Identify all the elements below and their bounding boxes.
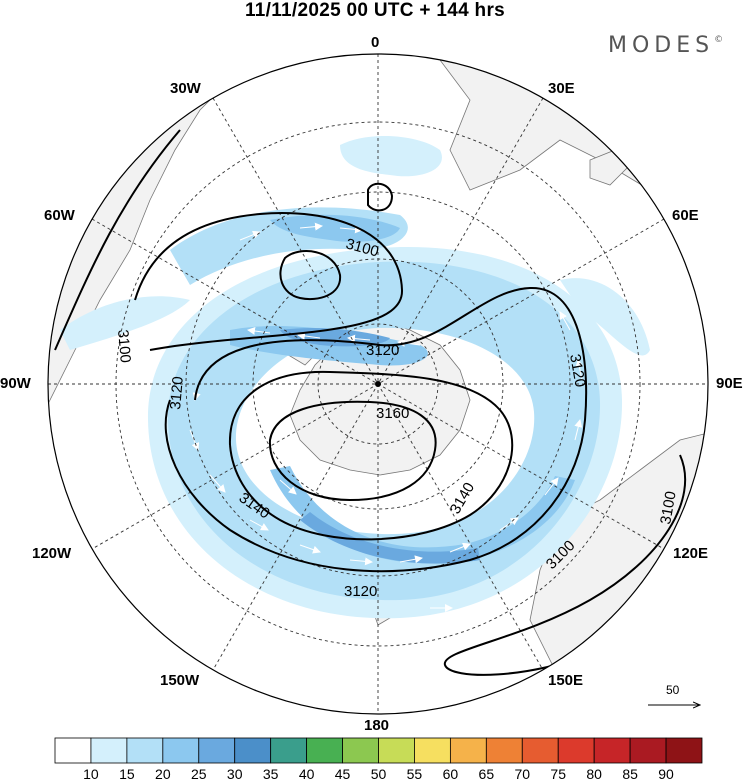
wind-vector [329,504,353,514]
colorbar-box [234,737,272,764]
longitude-label-60w: 60W [44,207,75,224]
contour-3100-north [134,212,404,351]
colorbar-tick-label: 40 [298,766,315,782]
colorbar-tick-label: 10 [83,766,99,782]
colorbar-tick-label: 15 [119,766,135,782]
wind-vector [399,555,423,564]
colorbar-tick-label: 50 [370,766,387,782]
colorbar-box [629,737,667,764]
colorbar-box [557,737,595,764]
colorbar-box [54,737,92,764]
longitude-label-90e: 90E [716,375,743,392]
colorbar-box [270,737,308,764]
contour-3120-main [164,286,588,573]
contour-label: 3100 [114,329,134,364]
colorbar-box [665,737,703,764]
colorbar-box [485,737,523,764]
wind-streak-east [560,278,650,356]
contour-3140 [228,370,514,541]
colorbar-tick-label: 65 [478,766,495,782]
reference-vector-label: 50 [666,683,680,697]
wind-vector [544,477,559,496]
longitude-label-90w: 90W [0,375,31,392]
colorbar-tick-label: 20 [155,766,171,782]
wind-vector [349,557,373,566]
colorbar-tick-label: 45 [334,766,351,782]
wind-vector [489,602,513,611]
longitude-label-30e: 30E [548,80,575,97]
colorbar-box [90,737,128,764]
colorbar-tick-label: 35 [262,766,279,782]
colorbar-box [126,737,164,764]
contour-label: 3160 [376,405,409,422]
wind-vector [239,230,261,241]
wind-vector [574,419,583,441]
wind-vector [399,507,423,516]
wind-vector [297,331,321,340]
colorbar-box [449,737,487,764]
map-title: 11/11/2025 00 UTC + 144 hrs [244,0,506,21]
longitude-label-150e: 150E [548,672,584,689]
longitude-label-120e: 120E [673,545,709,562]
colorbar-tick-label: 80 [586,766,602,782]
longitude-label-0: 0 [371,34,380,51]
wind-vector [249,519,269,531]
contour-3160 [268,400,437,502]
brand-logo: MODES© [608,33,723,58]
colorbar-box [342,737,379,764]
contour-3100-low [279,250,342,300]
colorbar-tick-label: 70 [514,766,531,782]
contour-3100-small [367,182,394,212]
longitude-label-150w: 150W [160,672,200,689]
brand-text: MODES [608,33,715,58]
contour-label: 3100 [657,490,680,526]
wind-vector [449,542,471,553]
map-border [47,53,709,715]
wind-vector [559,311,571,331]
wind-vector [209,474,226,493]
wind-streak-west [60,296,190,350]
colorbar-tick-label: 30 [226,766,243,782]
contour-label: 3120 [344,583,377,600]
contour-label: 3120 [167,376,187,411]
south-pole-marker [375,381,381,387]
wind-vector [575,359,584,381]
longitude-label-180: 180 [364,717,390,734]
colorbar-box [306,737,343,764]
wind-vector [299,544,321,554]
longitude-label-120w: 120W [32,545,72,562]
colorbar-box [162,737,200,764]
colorbar-box [414,737,451,764]
colorbar-tick-label: 55 [406,766,423,782]
colorbar-tick-label: 90 [658,766,674,782]
contour-label: 3120 [566,353,589,389]
contour-3100-west [54,129,181,351]
colorbar-tick-label: 85 [622,766,638,782]
colorbar-box [521,737,559,764]
colorbar-box [593,737,631,764]
wind-vector [459,481,479,496]
wind-patch-north [340,135,442,177]
colorbar-tick-label: 60 [442,766,459,782]
colorbar-tick-label: 25 [190,766,207,782]
contour-label: 3120 [366,342,399,359]
wind-vector [299,222,323,231]
wind-core-north [270,214,400,242]
longitude-label-60e: 60E [672,207,699,224]
colorbar-box [198,737,236,764]
wind-vector [339,225,363,234]
wind-vector [279,479,297,495]
wind-vector [247,326,271,335]
colorbar-box [378,737,415,764]
longitude-label-30w: 30W [170,80,201,97]
wind-vector [519,419,530,441]
copyright-mark: © [714,35,724,45]
colorbar-tick-label: 75 [550,766,567,782]
colorbar [54,737,703,764]
